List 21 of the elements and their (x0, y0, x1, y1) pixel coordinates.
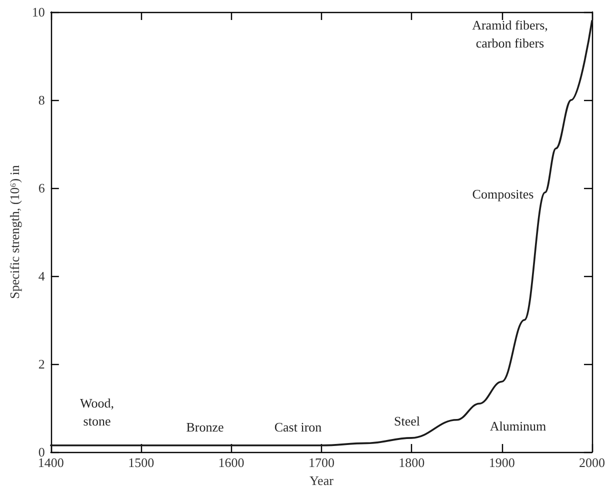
x-tick-label: 1500 (128, 455, 154, 470)
y-tick-label: 8 (38, 92, 45, 108)
y-axis-title: Specific strength, (10⁶) in (7, 164, 22, 299)
annotation: Bronze (186, 420, 224, 434)
annotation: Aramid fibers, carbon fibers (472, 18, 548, 50)
x-tick-label: 1800 (398, 455, 425, 470)
annotation: Steel (394, 414, 420, 428)
y-tick-label: 4 (38, 268, 46, 284)
annotation: Cast iron (274, 420, 322, 434)
x-tick-label: 1600 (218, 455, 244, 470)
line-series (50, 20, 593, 446)
y-tick-label: 10 (32, 4, 45, 20)
annotation: Composites (472, 186, 534, 202)
annotation: Wood, stone (80, 396, 114, 428)
y-tick-label: 6 (38, 180, 46, 196)
annotation: Aluminum (490, 418, 546, 434)
x-tick-label: 1900 (488, 455, 515, 470)
y-tick-label: 2 (38, 356, 45, 372)
x-tick-label: 1700 (308, 455, 334, 470)
x-tick-label: 2000 (579, 455, 605, 470)
x-axis-title: Year (309, 473, 334, 488)
